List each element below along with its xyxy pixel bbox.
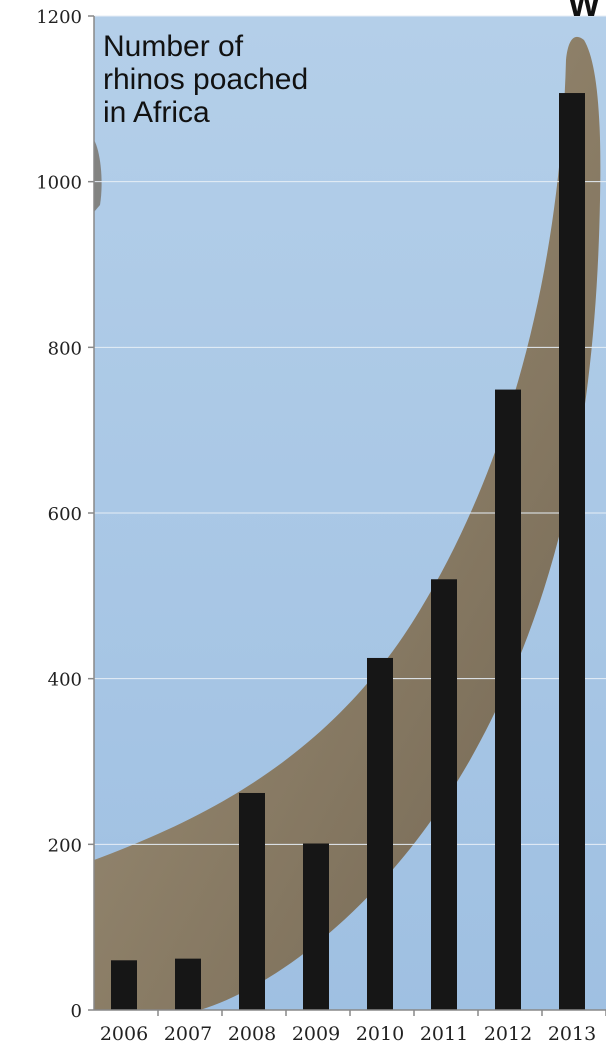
x-tick-label-2007: 2007 [164,1023,212,1045]
y-tick-label: 1000 [36,173,82,194]
x-tick-label-2010: 2010 [356,1023,404,1045]
y-tick-label: 1200 [36,7,82,28]
y-tick-label: 400 [48,670,82,691]
corner-text: W [568,0,601,24]
chart-title-line-1: Number of [103,30,244,63]
x-tick-label-2011: 2011 [420,1023,468,1045]
chart-title-line-3: in Africa [103,96,210,129]
bar-2011 [431,579,457,1010]
chart-title: Number of rhinos poached in Africa [103,30,343,129]
y-tick-label: 800 [48,338,82,359]
bar-2008 [239,792,265,1010]
bar-2006 [111,960,137,1010]
x-tick-label-2013: 2013 [548,1023,596,1045]
horn-edge-left [94,140,102,212]
bar-2010 [367,657,393,1010]
bar-2009 [303,843,329,1010]
bars [111,93,585,1010]
x-tick-labels: 2006 2007 2008 2009 2010 2011 2012 2013 [100,1010,606,1045]
bar-2013 [559,93,585,1010]
bar-2007 [175,958,201,1010]
x-tick-label-2008: 2008 [228,1023,276,1045]
x-tick-label-2009: 2009 [292,1023,340,1045]
y-tick-labels: 0 200 400 600 800 1000 1200 [36,7,94,1022]
y-tick-label: 0 [71,1001,82,1022]
y-tick-label: 200 [48,835,82,856]
y-tick-label: 600 [48,504,82,525]
bar-2012 [495,389,521,1010]
x-tick-label-2006: 2006 [100,1023,148,1045]
chart-title-line-2: rhinos poached [103,63,309,96]
x-tick-label-2012: 2012 [484,1023,532,1045]
